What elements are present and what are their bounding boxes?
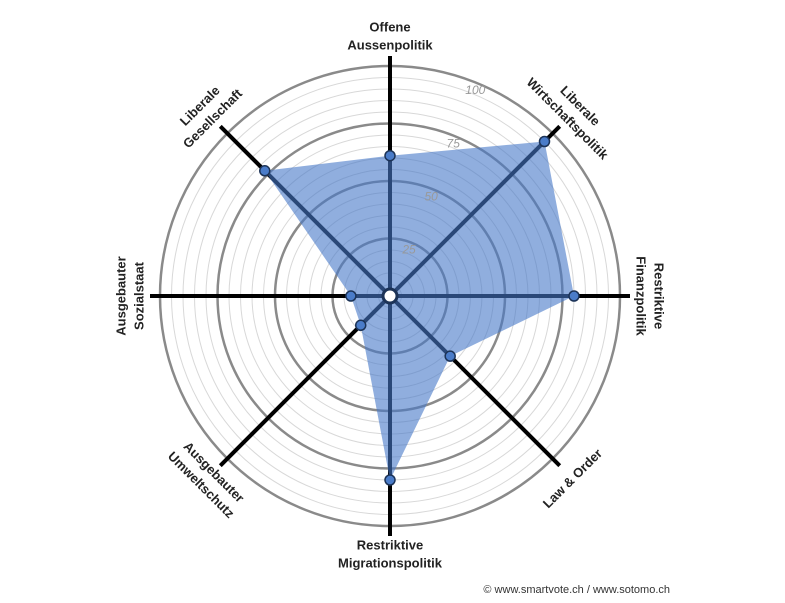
source: © www.smartvote.ch / www.sotomo.ch	[483, 584, 670, 596]
r-tick-label: 75	[447, 136, 461, 150]
data-point	[568, 290, 580, 302]
category-label-line: Ausgebauter	[113, 256, 128, 335]
data-point	[444, 350, 456, 362]
category-label-line: Finanzpolitik	[634, 256, 649, 336]
data-point	[354, 319, 367, 332]
data-point	[384, 149, 396, 162]
r-tick-label: 25	[401, 242, 416, 256]
category-label-line: Aussenpolitik	[347, 37, 433, 52]
category-label-line: Offene	[369, 19, 410, 34]
data-point	[384, 474, 396, 486]
category-label-line: Restriktive	[357, 537, 423, 552]
r-tick-label: 100	[465, 83, 485, 97]
radar-area	[264, 141, 574, 480]
category-label: Offene Aussenpolitik	[347, 19, 433, 52]
category-label-line: Restriktive	[652, 263, 667, 329]
center-hub	[381, 287, 399, 305]
data-point	[259, 165, 271, 177]
category-label: Restriktive Migrationspolitik	[338, 537, 443, 570]
category-label-line: Sozialstaat	[131, 261, 146, 330]
data-point	[345, 290, 357, 302]
category-label-line: Migrationspolitik	[338, 555, 443, 570]
data-point	[538, 135, 551, 148]
category-label: Ausgebauter Sozialstaat	[113, 256, 146, 335]
r-tick-label: 50	[424, 189, 438, 203]
